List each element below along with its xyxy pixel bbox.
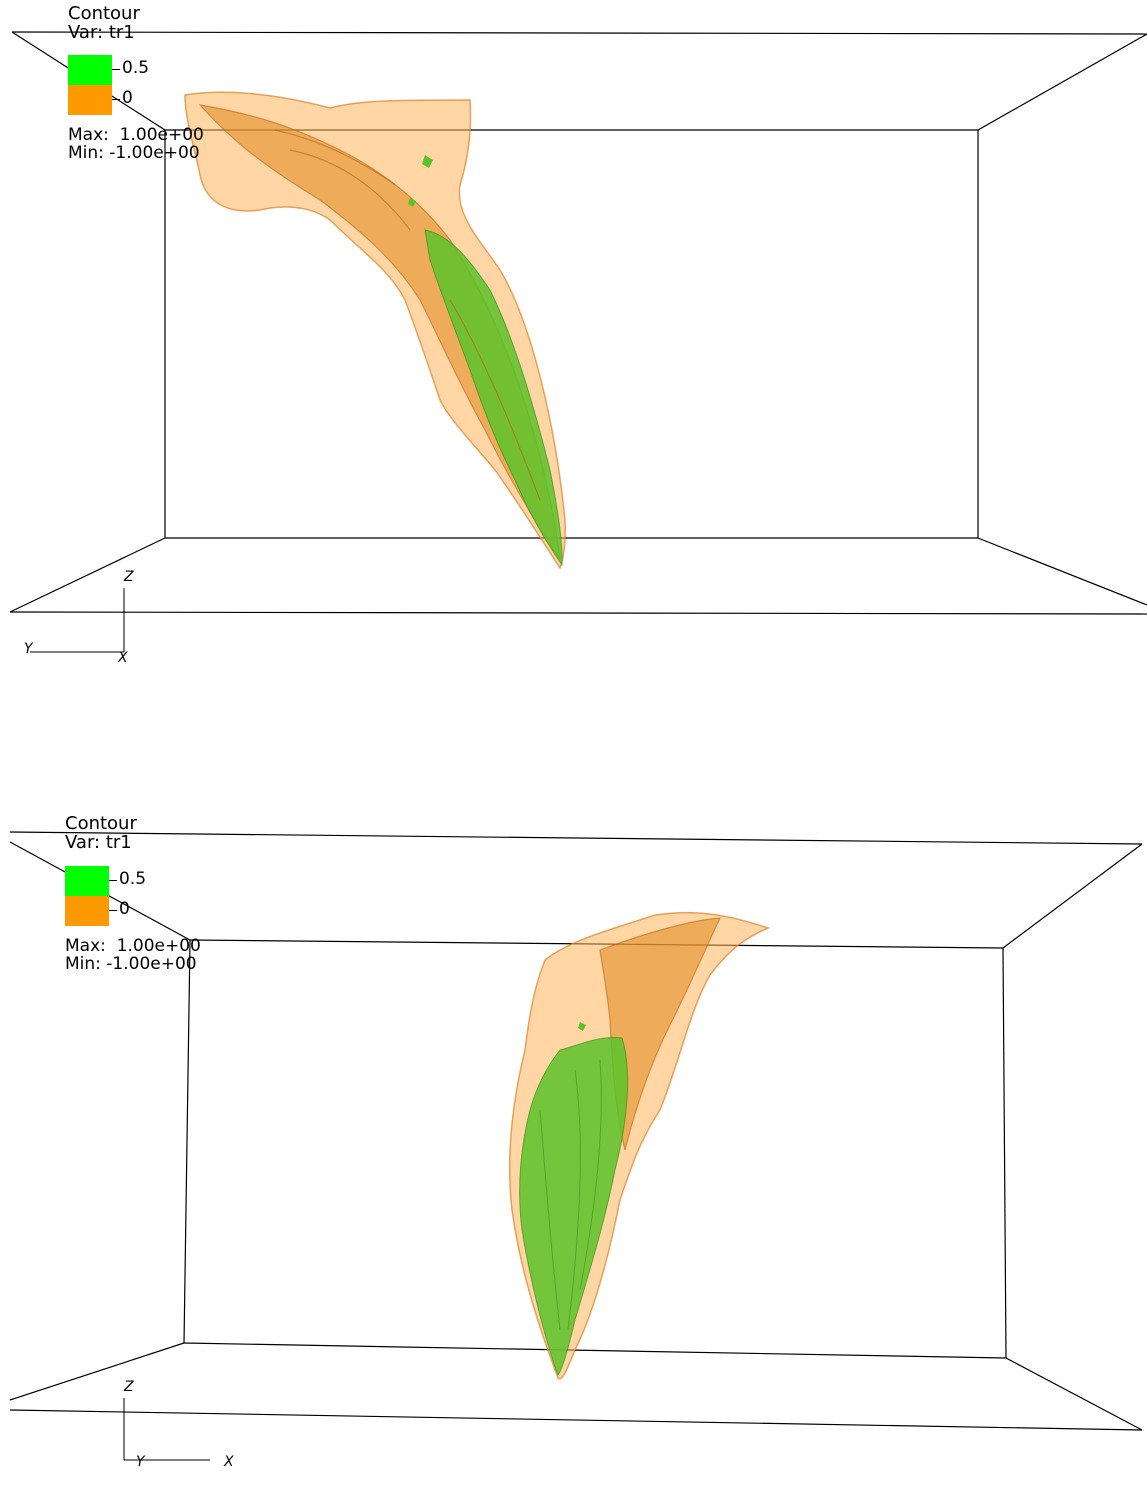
axis-y-label: Y xyxy=(136,1454,145,1470)
legend-swatch-low xyxy=(68,85,112,115)
legend-min: Min: -1.00e+00 xyxy=(65,954,197,974)
legend-min: Min: -1.00e+00 xyxy=(68,143,200,163)
axis-z-label: Z xyxy=(124,1379,134,1395)
legend-max: Max: 1.00e+00 xyxy=(68,125,204,145)
legend-tick xyxy=(112,69,120,70)
legend-tick xyxy=(109,910,117,911)
axis-y-label: Y xyxy=(24,641,33,657)
legend-tick xyxy=(109,880,117,881)
bounding-box xyxy=(9,31,1147,615)
legend-title: Contour xyxy=(65,813,137,834)
contour-legend: Contour Var: tr1 xyxy=(65,814,137,852)
axis-z-label: Z xyxy=(124,569,134,585)
legend-tick xyxy=(112,99,120,100)
legend-level-label: 0.5 xyxy=(119,869,147,889)
legend-level-label: 0 xyxy=(119,899,130,919)
legend-level-label: 0 xyxy=(122,88,133,108)
axis-triad xyxy=(123,1398,210,1461)
legend-swatch-high xyxy=(68,55,112,85)
render-scene[interactable] xyxy=(0,0,1147,700)
render-panel-bottom: Contour Var: tr1 0.5 0 Max: 1.00e+00 Min… xyxy=(0,810,1147,1510)
legend-swatch-high xyxy=(65,866,109,896)
render-panel-top: Contour Var: tr1 0.5 0 Max: 1.00e+00 Min… xyxy=(0,0,1147,700)
bounding-box xyxy=(9,831,1143,1431)
legend-swatch-low xyxy=(65,896,109,926)
isosurface-plume xyxy=(184,91,566,570)
contour-legend: Contour Var: tr1 xyxy=(68,4,140,42)
legend-variable: Var: tr1 xyxy=(65,832,132,853)
legend-title: Contour xyxy=(68,3,140,24)
isosurface-plume xyxy=(508,911,771,1380)
axis-x-label: X xyxy=(224,1454,234,1470)
render-scene[interactable] xyxy=(0,810,1147,1510)
legend-level-label: 0.5 xyxy=(122,58,150,78)
legend-max: Max: 1.00e+00 xyxy=(65,936,201,956)
legend-variable: Var: tr1 xyxy=(68,22,135,43)
axis-triad xyxy=(30,588,125,653)
axis-x-label: X xyxy=(118,650,128,666)
